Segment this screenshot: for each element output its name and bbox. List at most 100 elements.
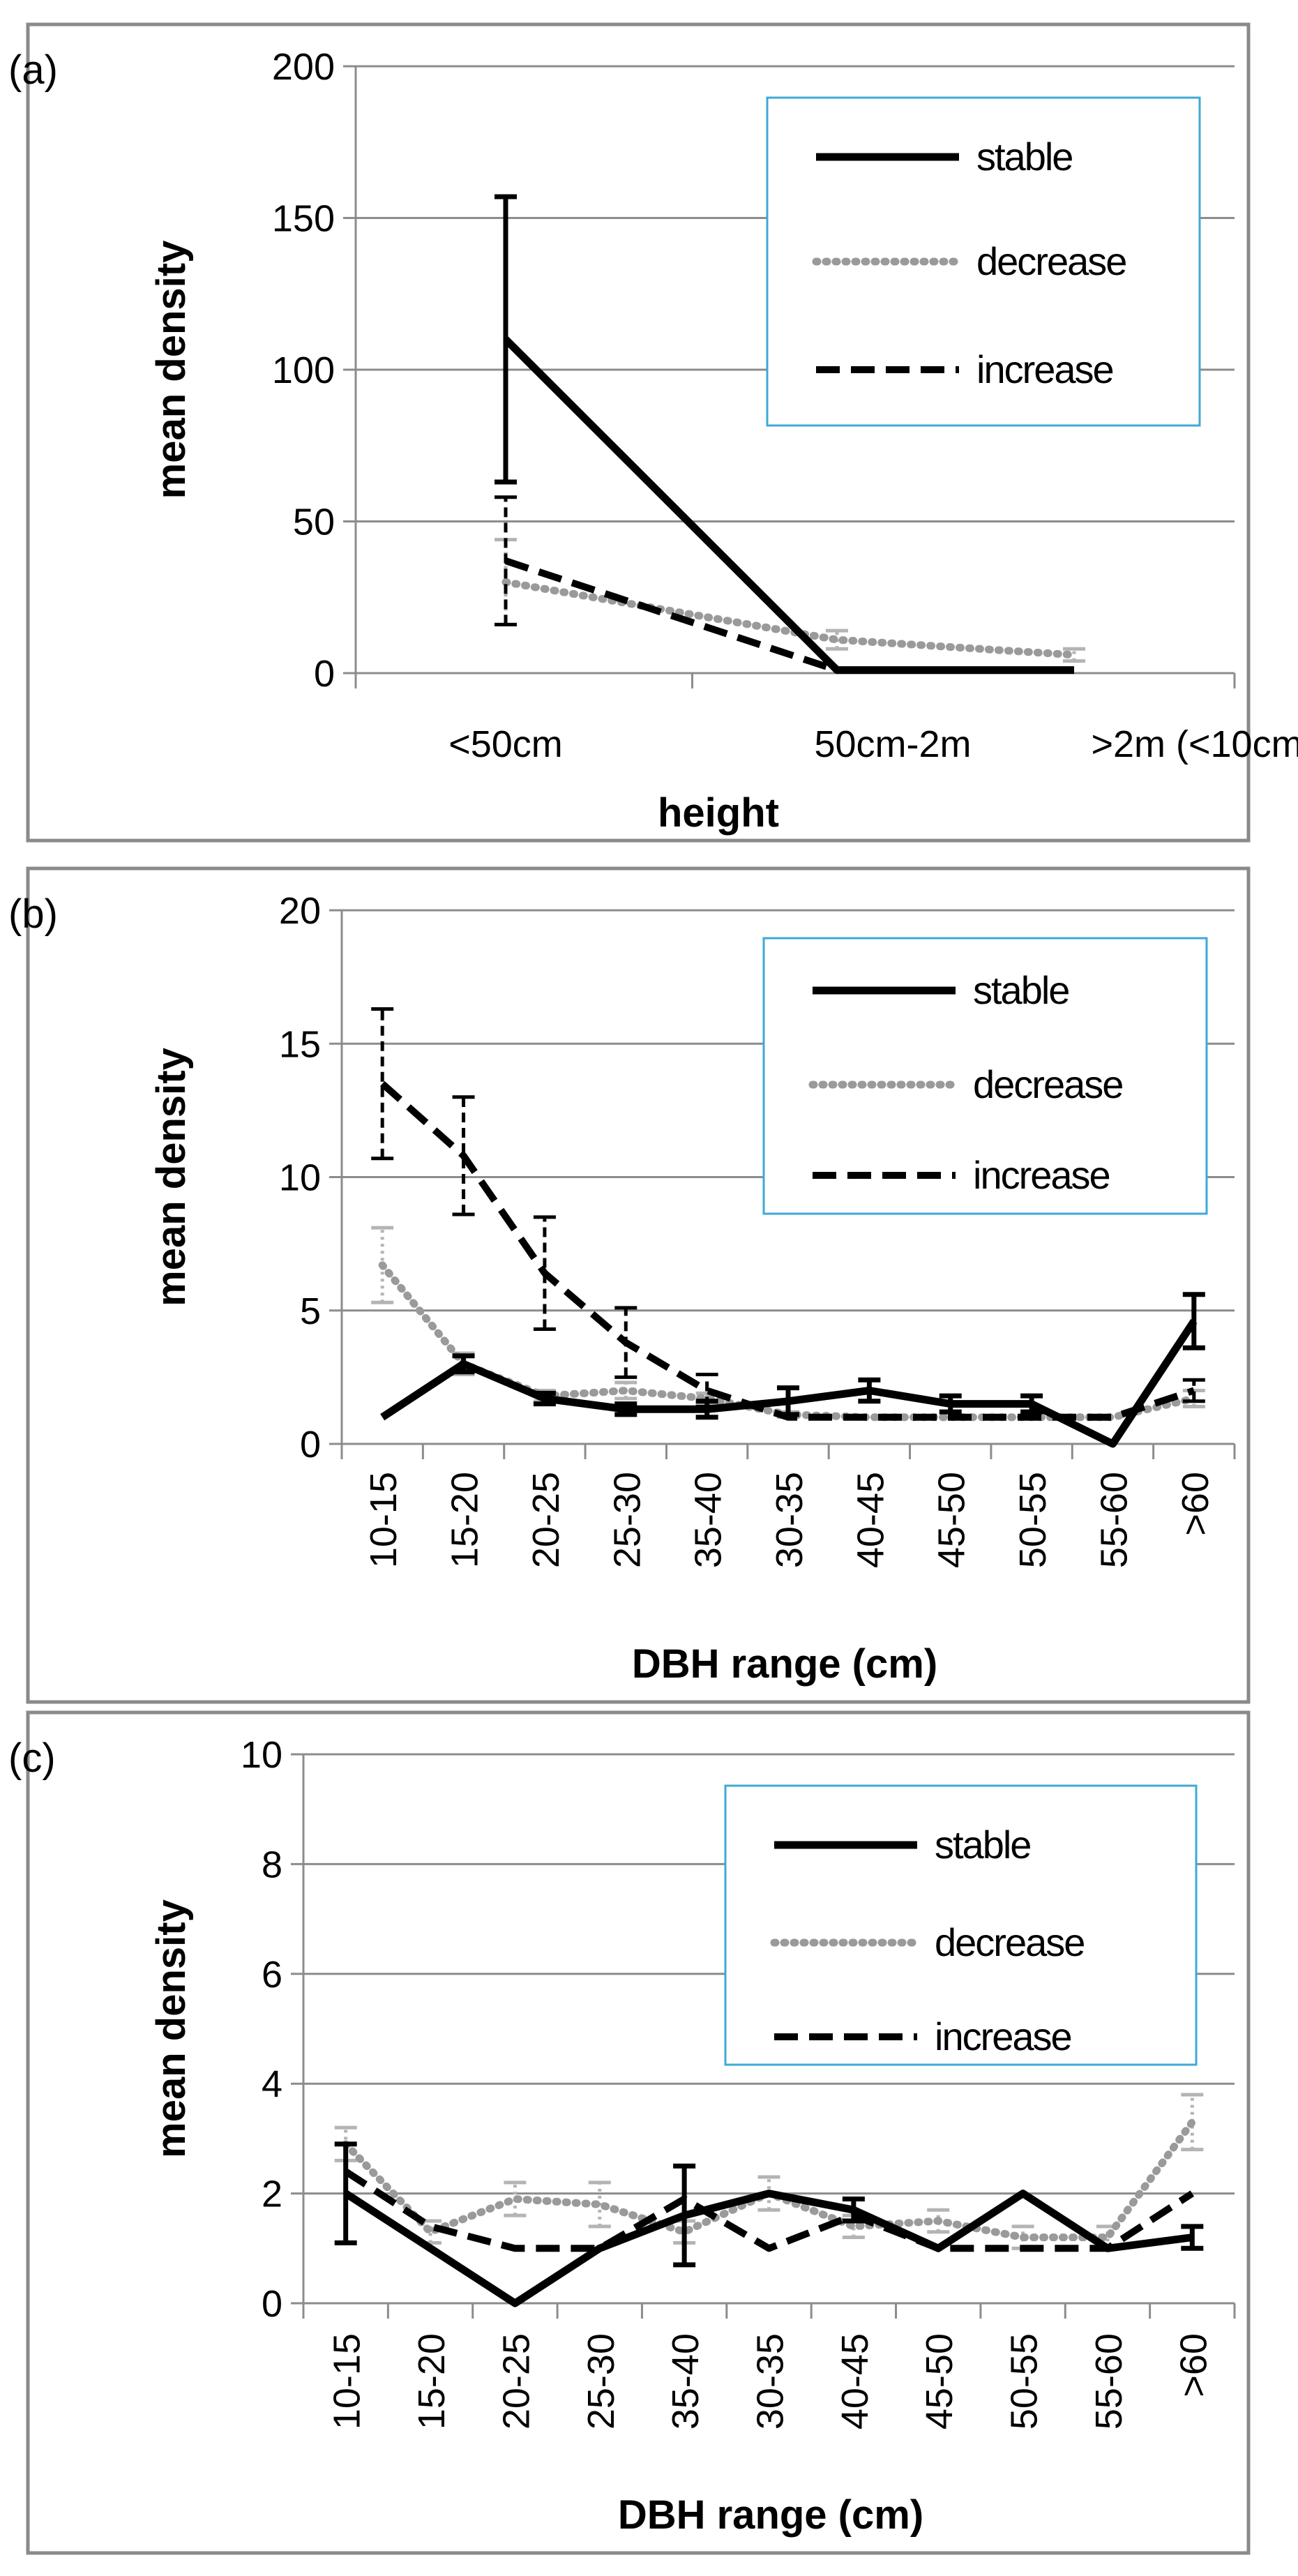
y-tick-label: 200: [272, 46, 335, 88]
y-tick-label: 20: [279, 890, 321, 932]
data-point-increase: [868, 1416, 870, 1419]
legend-label-decrease: decrease: [973, 1062, 1122, 1106]
series-line-stable: [503, 336, 1074, 675]
x-tick-label: 40-45: [850, 1472, 891, 1568]
x-tick-label: 25-30: [580, 2333, 622, 2430]
x-tick-label: >60: [1175, 1472, 1216, 1536]
legend: stable decrease increase: [762, 937, 1208, 1215]
data-point-stable: [381, 1416, 384, 1419]
chart-panel-a: (a) 0 50 100 150 200 <50cm 50cm-2m >2m (<10cm) he…: [8, 22, 1298, 843]
data-point-stable: [868, 1389, 870, 1392]
data-point-increase: [1193, 1389, 1195, 1392]
legend: stable decrease increase: [724, 1784, 1198, 2066]
data-point-decrease: [429, 2231, 432, 2234]
x-axis-title: DBH range (cm): [632, 1641, 937, 1687]
data-point-increase: [513, 2247, 516, 2250]
x-tick-label: 30-35: [750, 2333, 792, 2430]
y-tick-label: 0: [314, 653, 335, 695]
data-point-decrease: [1073, 654, 1076, 656]
y-tick-label: 100: [272, 349, 335, 391]
data-point-stable: [683, 2214, 686, 2217]
panel-label: (a): [8, 47, 58, 93]
data-point-stable: [429, 2247, 432, 2250]
y-axis-title: mean density: [149, 1899, 194, 2158]
panel-frame: [26, 1710, 1251, 2555]
x-tick-label: 35-40: [688, 1472, 730, 1568]
data-point-stable: [787, 1400, 790, 1403]
x-tick-label: 35-40: [665, 2333, 707, 2430]
x-tick-label: 55-60: [1088, 2333, 1130, 2430]
x-tick-label: 15-20: [411, 2333, 453, 2430]
y-tick-label: 8: [262, 1844, 282, 1885]
series-stable: [495, 194, 1076, 675]
data-point-increase: [504, 559, 507, 562]
data-point-increase: [543, 1272, 546, 1274]
data-point-increase: [1191, 2192, 1193, 2195]
data-point-increase: [624, 1341, 627, 1344]
data-point-decrease: [937, 2220, 939, 2222]
legend-label-stable: stable: [976, 135, 1072, 179]
data-point-decrease: [1106, 2236, 1109, 2239]
data-point-stable: [836, 669, 838, 672]
data-point-stable: [852, 2208, 855, 2211]
data-point-stable: [504, 338, 507, 341]
data-point-stable: [462, 1362, 465, 1365]
legend-label-stable: stable: [935, 1823, 1030, 1867]
series-stable: [334, 2141, 1204, 2307]
x-tick-label: 50-55: [1004, 2333, 1046, 2430]
y-tick-label: 15: [279, 1023, 321, 1065]
legend: stable decrease increase: [766, 96, 1201, 427]
data-point-stable: [949, 1403, 952, 1406]
x-tick-label: >2m (<10cm): [1091, 723, 1298, 765]
x-tick-label: >60: [1172, 2333, 1214, 2397]
x-tick-label: 50cm-2m: [814, 723, 971, 765]
data-point-increase: [706, 1389, 709, 1392]
data-point-stable: [1191, 2236, 1193, 2239]
series-increase: [343, 2168, 1195, 2252]
y-tick-label: 0: [262, 2283, 282, 2325]
y-axis-title: mean density: [149, 241, 194, 499]
series-line-stable: [380, 1319, 1198, 1448]
y-tick-label: 5: [300, 1290, 321, 1332]
legend-frame: [762, 937, 1208, 1215]
x-tick-label: 25-30: [606, 1472, 648, 1568]
data-point-decrease: [381, 1264, 384, 1267]
data-point-decrease: [513, 2197, 516, 2200]
y-tick-label: 2: [262, 2174, 282, 2215]
series-stable: [380, 1292, 1205, 1448]
data-point-stable: [543, 1397, 546, 1400]
panel-label: (b): [8, 891, 58, 937]
y-tick-label: 10: [241, 1734, 282, 1776]
data-point-decrease: [852, 2225, 855, 2228]
panel-label: (c): [8, 1735, 56, 1781]
data-point-increase: [381, 1083, 384, 1085]
series-line-stable: [343, 2190, 1193, 2307]
data-point-increase: [462, 1154, 465, 1157]
data-point-stable: [1073, 669, 1076, 672]
data-point-increase: [768, 2247, 771, 2250]
data-point-decrease: [624, 1389, 627, 1392]
x-tick-label: 45-50: [931, 1472, 973, 1568]
data-point-decrease: [598, 2203, 601, 2206]
data-point-stable: [345, 2192, 347, 2195]
legend-label-decrease: decrease: [976, 239, 1126, 283]
y-tick-label: 10: [279, 1157, 321, 1199]
legend-label-increase: increase: [973, 1153, 1110, 1197]
x-tick-label: 30-35: [769, 1472, 810, 1568]
x-tick-label: 20-25: [495, 2333, 537, 2430]
data-point-stable: [937, 2247, 939, 2250]
data-point-stable: [706, 1408, 709, 1410]
y-tick-label: 4: [262, 2063, 282, 2105]
data-point-stable: [1030, 1403, 1033, 1406]
chart-panel-b: (b) 0 5 10 15 20 10-15 15-20 20-25 25-30 35-40 30-3…: [8, 866, 1251, 1704]
legend-label-increase: increase: [976, 347, 1113, 391]
data-point-increase: [949, 1416, 952, 1419]
data-point-stable: [1022, 2192, 1025, 2195]
data-point-stable: [768, 2192, 771, 2195]
data-point-stable: [1111, 1443, 1114, 1445]
y-tick-label: 6: [262, 1954, 282, 1996]
legend-label-stable: stable: [973, 968, 1069, 1012]
x-tick-label: 10-15: [363, 1472, 405, 1568]
y-tick-label: 0: [300, 1424, 321, 1466]
